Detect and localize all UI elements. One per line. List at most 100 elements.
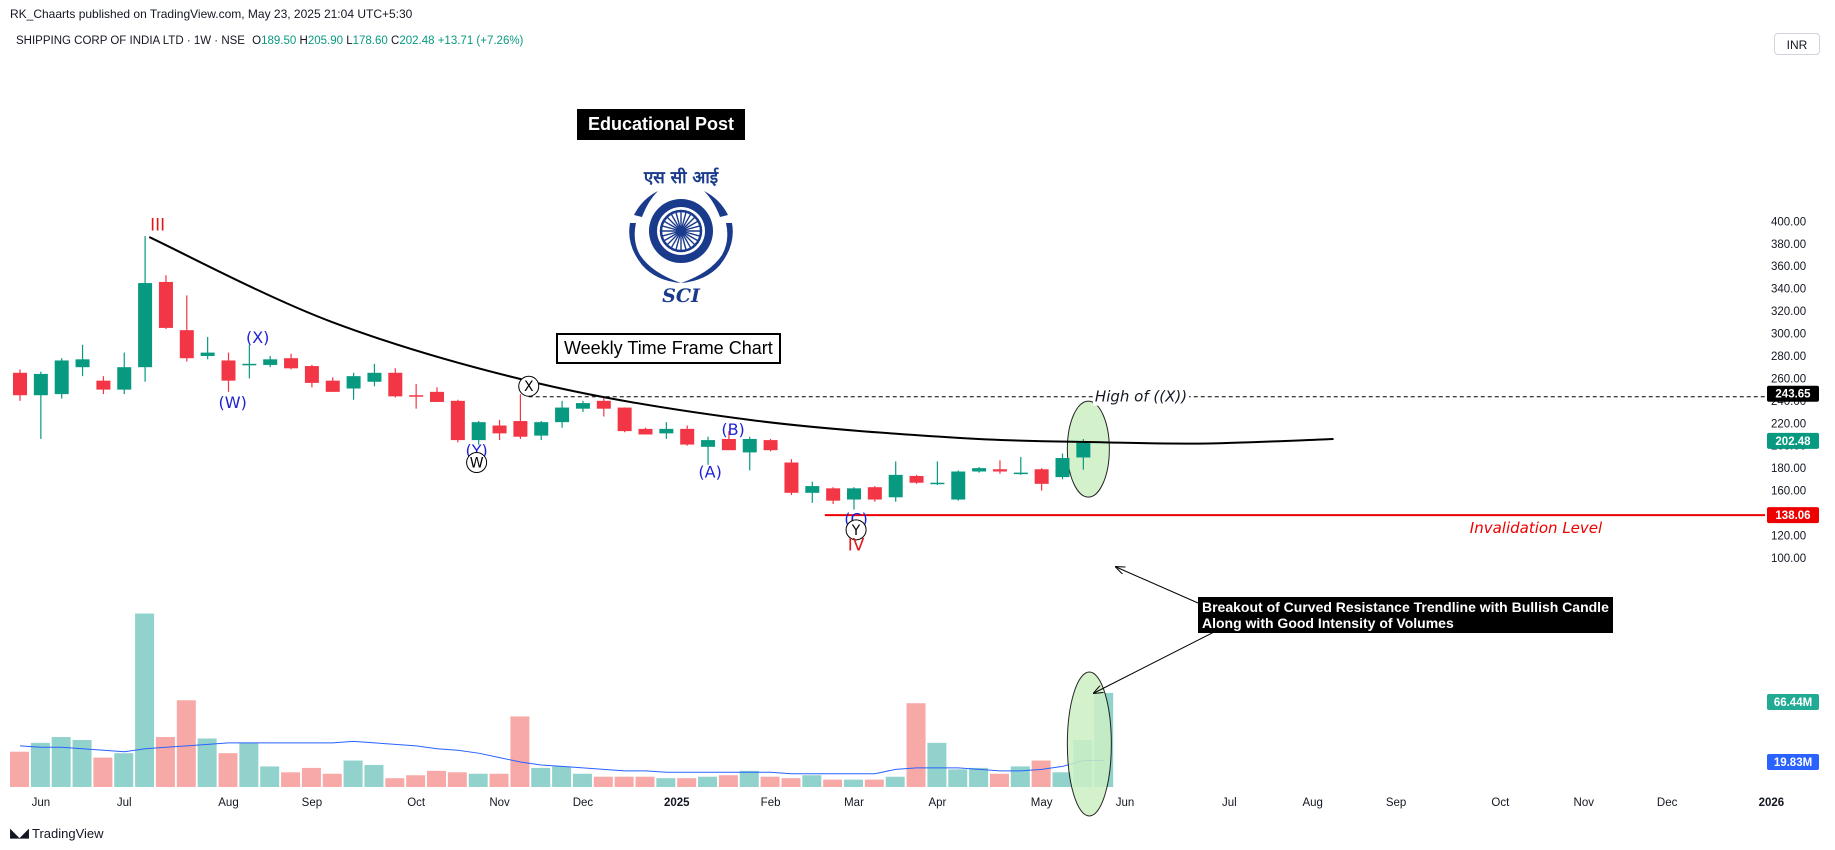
time-tick-label: Apr: [928, 797, 946, 809]
candle-body: [158, 281, 173, 328]
candle-body: [13, 372, 27, 396]
elliott-wave-labels: III(X)(W)X(Y)W(B)(A)(C)YIV: [150, 216, 868, 556]
invalidation-price-badge-bg: [1767, 507, 1819, 524]
candle-body: [138, 283, 153, 368]
sci-logo: एस सी आई SCI: [629, 167, 733, 307]
candle-body: [680, 428, 695, 445]
candle-body: [867, 487, 882, 500]
volume-bar: [739, 770, 759, 787]
volume-bar: [135, 613, 155, 787]
volume-bar: [10, 751, 29, 787]
candle-body: [388, 372, 403, 397]
volume-bar: [364, 764, 384, 787]
price-chart[interactable]: 100.00120.00140.00160.00180.00200.00220.…: [0, 0, 1835, 820]
low-value: 178.60: [352, 35, 388, 47]
volume-bar: [989, 773, 1009, 787]
volume-bar: [572, 773, 592, 787]
invalidation-price-badge-text: 138.06: [1775, 510, 1810, 522]
candle-body: [409, 395, 424, 397]
wave-label: (B): [721, 420, 744, 439]
candle-body: [1034, 469, 1049, 484]
volume-bar: [864, 779, 884, 787]
volume-bar: [1052, 772, 1072, 787]
wave-label-circle: [845, 519, 867, 541]
candle-body: [33, 373, 48, 396]
time-axis: Jun Jul Aug Sep Oct Nov Dec 2025 Feb Mar Apr May Jun…: [32, 797, 1785, 809]
symbol-name[interactable]: SHIPPING CORP OF INDIA LTD · 1W · NSE: [16, 35, 245, 47]
volume-bar: [406, 775, 426, 787]
volume-ma-line: [19, 740, 1105, 775]
volume-bar: [802, 775, 822, 787]
currency-button[interactable]: INR: [1774, 33, 1820, 55]
candle-body: [117, 367, 132, 390]
logo-sci-text: SCI: [662, 285, 701, 307]
volume-last-badge-text: 66.44M: [1774, 697, 1812, 709]
tradingview-brand-text: TradingView: [32, 825, 104, 841]
close-value: 202.48: [399, 35, 435, 47]
time-tick-label: 2025: [664, 797, 690, 809]
candle-body: [951, 471, 966, 500]
high-of-x-label: High of ((X)): [1095, 388, 1187, 406]
time-tick-label: Dec: [573, 797, 594, 809]
candle-body: [826, 488, 841, 501]
candle-body: [972, 468, 987, 472]
high-value: 205.90: [307, 35, 344, 47]
last-price-badge-text: 202.48: [1775, 436, 1811, 448]
price-tick-label: 380.00: [1771, 239, 1806, 251]
high-of-x-price-badge: 243.65: [1767, 385, 1819, 402]
candle-body: [659, 428, 674, 434]
high-label: H: [299, 35, 308, 47]
volume-bar: [489, 773, 509, 787]
candle-body: [909, 475, 924, 483]
volume-bar: [677, 778, 697, 787]
wave-label: IV: [848, 535, 865, 555]
volume-bar: [781, 778, 801, 787]
wave-label: (W): [219, 393, 247, 412]
volume-bar: [385, 778, 405, 787]
volume-bar: [1010, 766, 1030, 787]
candle-body: [742, 438, 757, 453]
volume-bar: [969, 767, 989, 787]
volume-bar: [218, 753, 238, 787]
price-tick-label: 340.00: [1771, 284, 1806, 296]
candle-body: [492, 425, 507, 434]
symbol-info-bar: SHIPPING CORP OF INDIA LTD · 1W · NSE O1…: [16, 35, 523, 47]
wave-label: X: [524, 379, 534, 395]
high-of-x-label-bg: [1093, 387, 1189, 406]
price-tick-label: 400.00: [1771, 216, 1806, 228]
volume-bar: [239, 742, 259, 787]
time-tick-label: Sep: [1386, 797, 1406, 809]
candle-body: [54, 360, 69, 395]
candle-body: [450, 400, 465, 441]
volume-bar: [30, 742, 50, 787]
time-tick-label: May: [1031, 797, 1053, 809]
breakout-callout-line1: Breakout of Curved Resistance Trendline …: [1202, 599, 1609, 615]
tradingview-brand[interactable]: ◣◢ TradingView: [10, 825, 104, 841]
time-tick-label: Jul: [1222, 797, 1237, 809]
candle-body: [701, 440, 716, 447]
time-tick-label: Jun: [1116, 797, 1135, 809]
breakout-callout: Breakout of Curved Resistance Trendline …: [1198, 597, 1613, 633]
volume-bar: [656, 778, 676, 787]
candle-body: [430, 391, 444, 402]
volume-bar: [635, 776, 655, 787]
volume-bar: [593, 776, 613, 787]
candle-body: [1076, 442, 1091, 458]
curved-resistance-trendline: [148, 236, 1334, 445]
volume-bar: [885, 776, 905, 787]
volume-last-badge: 66.44M: [1767, 694, 1819, 710]
change-value: +13.71 (+7.26%): [437, 35, 524, 47]
candle-body: [888, 474, 903, 498]
volume-bar: [322, 773, 342, 787]
volume-bar: [468, 773, 488, 787]
wave-label: III: [150, 216, 165, 236]
candle-body: [96, 380, 111, 390]
time-tick-label: Nov: [489, 797, 510, 809]
last-price-badge: 202.48: [1767, 432, 1819, 449]
volume-bar: [760, 776, 780, 787]
candle-body: [617, 407, 632, 432]
volume-bar: [1031, 760, 1051, 787]
wave-label-circle: [518, 375, 540, 397]
breakout-volume-highlight: [1066, 671, 1112, 817]
candle-body: [847, 488, 861, 500]
